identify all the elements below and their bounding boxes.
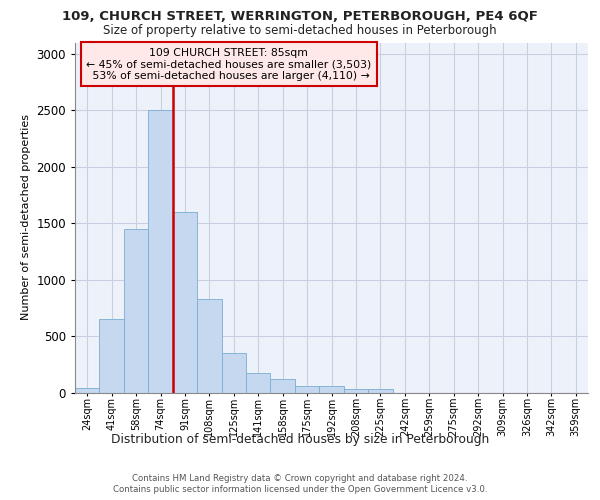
Text: Distribution of semi-detached houses by size in Peterborough: Distribution of semi-detached houses by … <box>111 432 489 446</box>
Bar <box>75 388 100 392</box>
Bar <box>221 353 246 393</box>
Bar <box>246 374 271 392</box>
Text: Contains HM Land Registry data © Crown copyright and database right 2024.
Contai: Contains HM Land Registry data © Crown c… <box>113 474 487 494</box>
Bar <box>271 379 295 392</box>
Bar <box>197 299 221 392</box>
Bar <box>124 229 148 392</box>
Bar <box>344 389 368 392</box>
Bar <box>295 386 319 392</box>
Text: Size of property relative to semi-detached houses in Peterborough: Size of property relative to semi-detach… <box>103 24 497 37</box>
Text: 109 CHURCH STREET: 85sqm
← 45% of semi-detached houses are smaller (3,503)
 53% : 109 CHURCH STREET: 85sqm ← 45% of semi-d… <box>86 48 371 81</box>
Bar <box>173 212 197 392</box>
Bar <box>368 390 392 392</box>
Y-axis label: Number of semi-detached properties: Number of semi-detached properties <box>21 114 31 320</box>
Bar <box>100 319 124 392</box>
Text: 109, CHURCH STREET, WERRINGTON, PETERBOROUGH, PE4 6QF: 109, CHURCH STREET, WERRINGTON, PETERBOR… <box>62 10 538 23</box>
Bar <box>319 386 344 392</box>
Bar <box>148 110 173 393</box>
